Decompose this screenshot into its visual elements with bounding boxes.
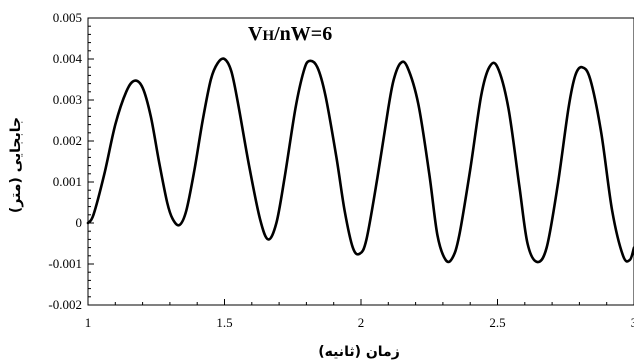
x-tick-label: 1 bbox=[85, 315, 92, 330]
y-tick-label: -0.001 bbox=[48, 256, 82, 271]
y-tick-label: -0.002 bbox=[48, 297, 82, 312]
x-tick-label: 2.5 bbox=[489, 315, 505, 330]
series-line bbox=[86, 57, 634, 264]
y-tick-label: 0 bbox=[76, 215, 83, 230]
y-axis-ticks: 0.005 0.004 0.003 0.002 0.001 0 -0.001 -0.002 bbox=[48, 10, 94, 312]
y-tick-label: 0.005 bbox=[53, 10, 82, 25]
x-tick-label: 1.5 bbox=[216, 315, 232, 330]
y-axis-title: جابجایی (متر) bbox=[8, 117, 24, 213]
y-tick-label: 0.001 bbox=[53, 174, 82, 189]
y-tick-label: 0.002 bbox=[53, 133, 82, 148]
y-tick-label: 0.004 bbox=[53, 51, 83, 66]
x-tick-label: 3 bbox=[631, 315, 634, 330]
chart-annotation: VH/nW=6 bbox=[248, 23, 332, 45]
x-axis-ticks: 1 1.5 2 2.5 3 bbox=[85, 299, 634, 330]
x-tick-label: 2 bbox=[358, 315, 365, 330]
x-axis-title: زمان (ثانیه) bbox=[318, 344, 400, 360]
plot-area-frame bbox=[87, 17, 634, 306]
annotation-main: V bbox=[248, 23, 263, 45]
y-tick-label: 0.003 bbox=[53, 92, 82, 107]
annotation-rest: /nW=6 bbox=[273, 23, 332, 45]
annotation-sub: H bbox=[262, 28, 274, 44]
